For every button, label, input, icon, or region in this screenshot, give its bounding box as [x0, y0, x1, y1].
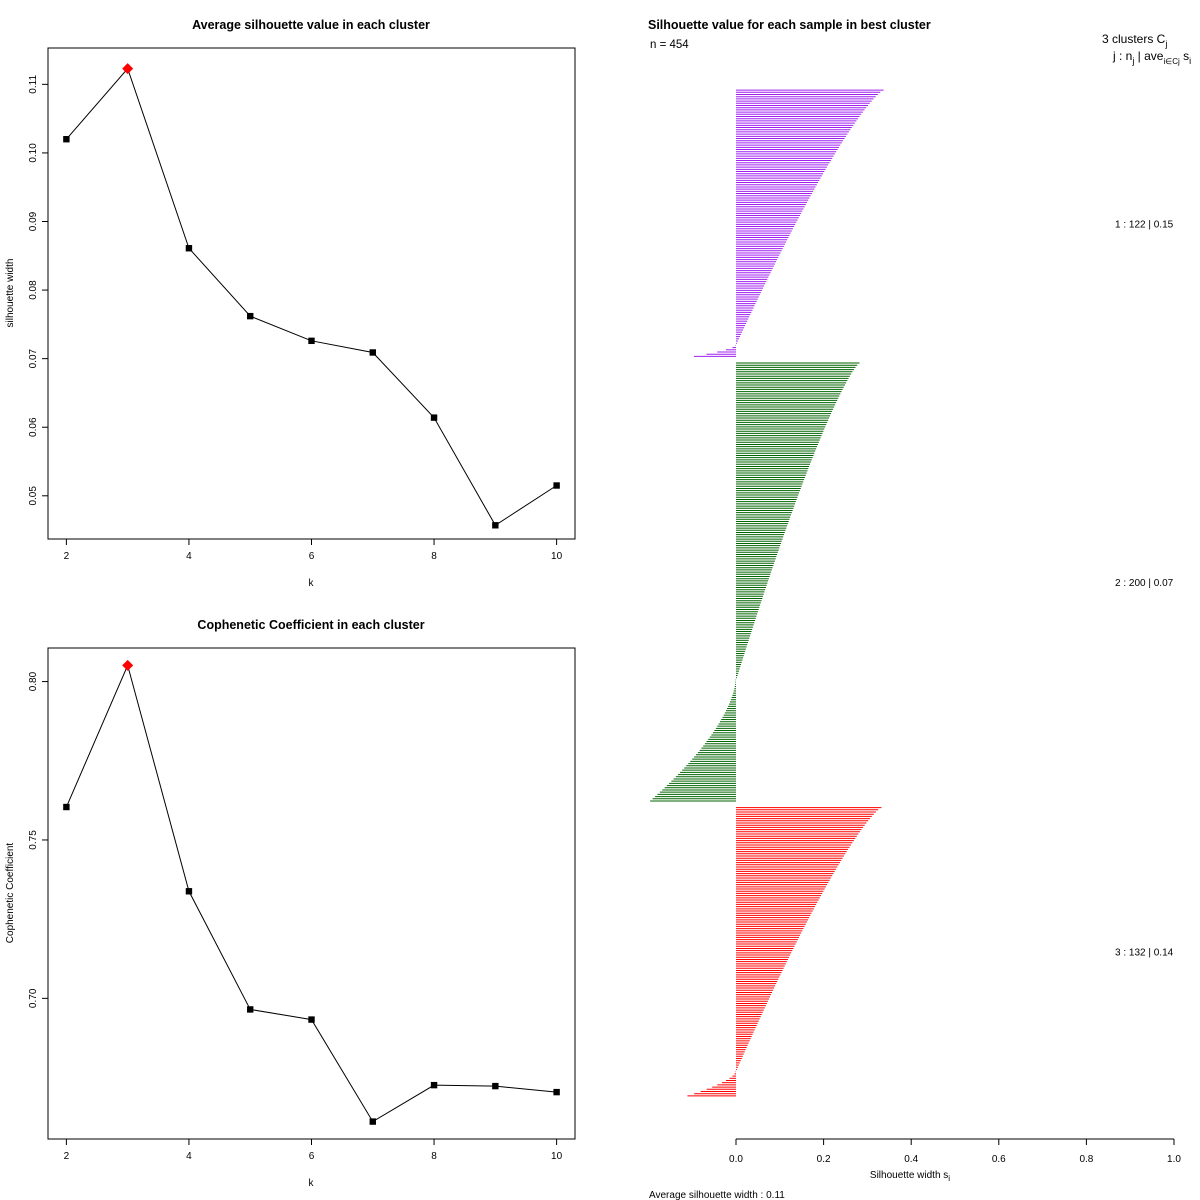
c1-point — [185, 245, 193, 252]
chart1-x-axis: 2 4 6 8 10 — [64, 539, 563, 562]
c2-x-tick-label: 2 — [64, 1151, 70, 1162]
c1-point — [492, 522, 499, 529]
c2-point — [185, 888, 193, 895]
chart2-x-label: k — [309, 1178, 315, 1189]
sil-title: Silhouette value for each sample in best… — [648, 18, 931, 32]
c2-x-tick-label: 4 — [186, 1151, 192, 1162]
c1-best-point — [122, 63, 134, 75]
sil-cluster-labels: 1 : 122 | 0.15 2 : 200 | 0.07 3 : 132 | 0.… — [1115, 219, 1174, 958]
c1-x-tick-label: 10 — [551, 551, 563, 562]
sil-bars — [650, 89, 884, 1097]
chart1-title: Average silhouette value in each cluster — [192, 18, 430, 32]
c2-x-tick-label: 10 — [551, 1151, 563, 1162]
c1-y-tick-label: 0.10 — [28, 143, 39, 163]
c2-y-tick-label: 0.70 — [28, 988, 39, 1008]
c1-point — [430, 414, 438, 421]
chart2-y-label: Cophenetic Coefficient — [5, 843, 16, 944]
sil-x-tick-label: 0.6 — [992, 1154, 1006, 1165]
sil-cluster-label: 2 : 200 | 0.07 — [1115, 578, 1174, 589]
c1-point — [247, 312, 254, 320]
c1-point — [63, 136, 70, 143]
c2-x-tick-label: 8 — [431, 1151, 437, 1162]
c1-y-tick-label: 0.09 — [28, 211, 39, 231]
c1-point — [308, 337, 315, 345]
c2-y-tick-label: 0.75 — [28, 830, 39, 850]
c2-point — [63, 803, 70, 811]
sil-header: 3 clusters Cj j : nj | avei∈Cj si — [1102, 32, 1191, 66]
sil-footer: Average silhouette width : 0.11 — [649, 1190, 785, 1200]
sil-x-ticks: 0.0 0.2 0.4 0.6 0.8 1.0 — [729, 1139, 1181, 1165]
chart2-x-axis: 2 4 6 8 10 — [64, 1139, 563, 1162]
c2-point — [369, 1118, 376, 1125]
silhouette-bar-plot: Silhouette value for each sample in best… — [648, 18, 1191, 1200]
chart1-y-label: silhouette width — [5, 259, 16, 328]
c1-point — [369, 349, 376, 356]
sil-x-label: Silhouette width si — [870, 1170, 950, 1183]
c2-point — [308, 1016, 315, 1023]
c2-x-tick-label: 6 — [309, 1151, 315, 1162]
c1-x-tick-label: 6 — [309, 551, 315, 562]
chart1-x-label: k — [309, 578, 315, 589]
c1-x-tick-label: 8 — [431, 551, 437, 562]
c1-y-tick-label: 0.11 — [28, 75, 39, 94]
c1-point — [553, 482, 560, 489]
chart1-series — [63, 63, 560, 529]
chart2-title: Cophenetic Coefficient in each cluster — [197, 618, 424, 632]
sil-x-tick-label: 0.8 — [1079, 1154, 1093, 1165]
c1-x-tick-label: 2 — [64, 551, 70, 562]
c2-point — [492, 1082, 499, 1090]
c1-y-tick-label: 0.05 — [28, 486, 39, 506]
c1-y-tick-label: 0.08 — [28, 280, 39, 300]
c2-point — [553, 1088, 560, 1096]
sil-x-tick-label: 0.2 — [817, 1154, 831, 1165]
sil-x-tick-label: 1.0 — [1167, 1154, 1181, 1165]
c2-best-point — [122, 659, 134, 671]
sil-header-line1: 3 clusters Cj — [1102, 32, 1167, 49]
silhouette-line-chart: Average silhouette value in each cluster… — [5, 18, 576, 589]
sil-n-label: n = 454 — [650, 39, 689, 51]
sil-cluster-label: 1 : 122 | 0.15 — [1115, 219, 1174, 230]
chart2-series — [63, 659, 560, 1125]
c2-y-tick-label: 0.80 — [28, 671, 39, 691]
c1-y-tick-label: 0.07 — [28, 348, 39, 368]
chart1-y-axis: 0.05 0.06 0.07 0.08 0.09 0.10 0.11 — [28, 75, 48, 506]
sil-cluster-label: 3 : 132 | 0.14 — [1115, 948, 1174, 959]
c2-point — [430, 1081, 438, 1089]
sil-header-line2: j : nj | avei∈Cj si — [1112, 49, 1191, 66]
c1-x-tick-label: 4 — [186, 551, 192, 562]
c1-y-tick-label: 0.06 — [28, 417, 39, 437]
sil-x-tick-label: 0.4 — [904, 1154, 918, 1165]
chart2-y-axis: 0.70 0.75 0.80 — [28, 671, 48, 1008]
sil-x-tick-label: 0.0 — [729, 1154, 743, 1165]
cophenetic-line-chart: Cophenetic Coefficient in each cluster 2… — [5, 618, 576, 1189]
c2-point — [247, 1006, 254, 1013]
